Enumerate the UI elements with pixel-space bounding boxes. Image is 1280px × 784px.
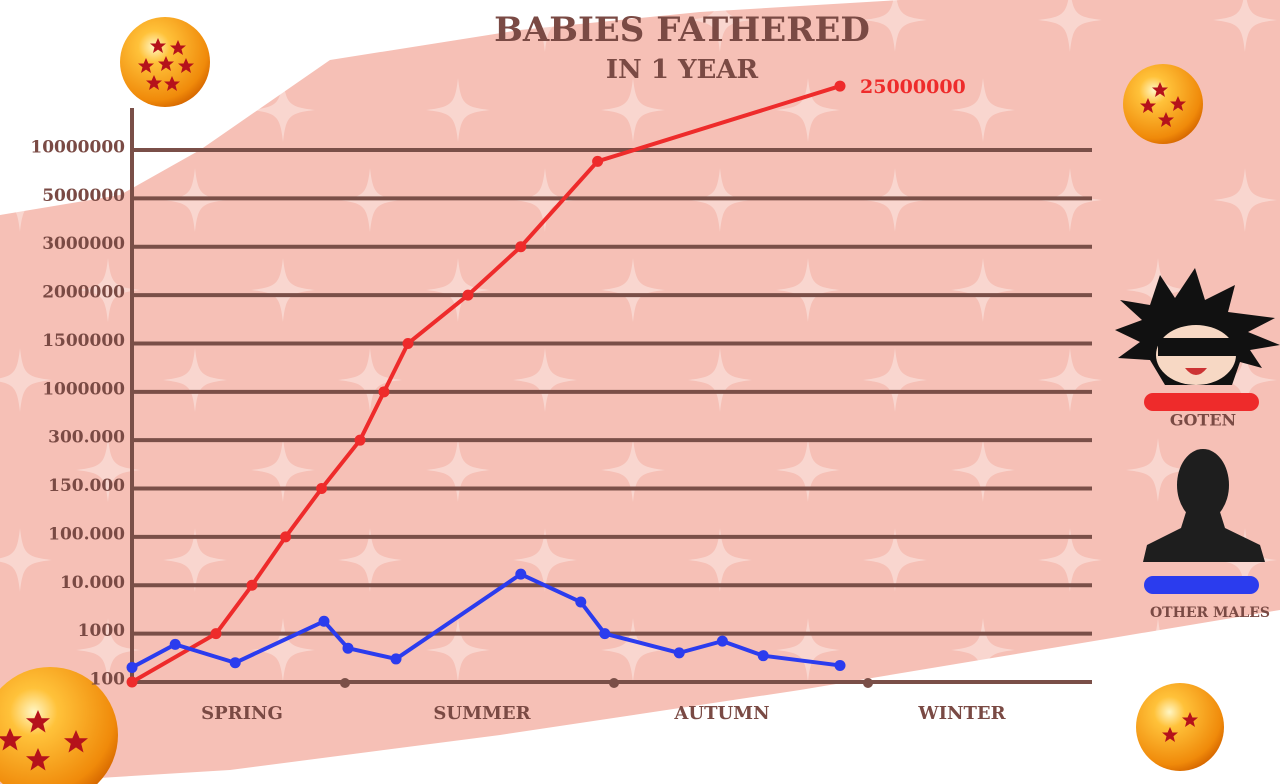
point <box>126 661 138 673</box>
dragon-ball <box>120 17 210 107</box>
data-label: 25000000 <box>860 76 966 98</box>
point <box>834 80 846 92</box>
point <box>673 647 685 659</box>
line <box>131 84 841 684</box>
goten-icon <box>1115 268 1280 385</box>
point <box>318 615 330 627</box>
point <box>834 659 846 671</box>
y-tick-label: 150.000 <box>48 476 125 496</box>
y-tick-label: 10.000 <box>60 573 125 593</box>
point <box>342 642 354 654</box>
y-tick-label: 10000000 <box>30 138 125 158</box>
x-tick-label: SUMMER <box>433 703 531 724</box>
point <box>169 638 181 650</box>
point <box>515 568 527 580</box>
y-tick-label: 1000000 <box>42 379 125 399</box>
point <box>126 676 138 688</box>
dragon-ball <box>1136 683 1224 771</box>
x-tick-label: AUTUMN <box>673 703 769 724</box>
point <box>599 628 611 640</box>
point <box>210 628 222 640</box>
point <box>316 483 328 495</box>
x-tick-label: WINTER <box>917 703 1006 724</box>
y-tick-label: 1000 <box>78 621 125 641</box>
y-tick-label: 2000000 <box>42 283 125 303</box>
y-tick-label: 300.000 <box>48 428 125 448</box>
point <box>575 596 587 608</box>
point <box>246 579 258 591</box>
man-icon <box>1143 449 1265 562</box>
y-tick-label: 5000000 <box>42 186 125 206</box>
chart-subtitle: IN 1 YEAR <box>606 55 759 85</box>
point <box>378 386 390 398</box>
y-tick-label: 1500000 <box>42 331 125 351</box>
point <box>515 241 527 253</box>
y-tick-label: 100 <box>90 670 126 690</box>
point <box>229 657 241 669</box>
y-tick-label: 3000000 <box>42 234 125 254</box>
dragon-ball <box>1123 64 1203 144</box>
chart-title: BABIES FATHERED <box>494 10 870 50</box>
dragon-ball <box>0 667 118 784</box>
point <box>716 635 728 647</box>
point <box>592 155 604 167</box>
legend-label: GOTEN <box>1170 411 1236 430</box>
point <box>280 531 292 543</box>
y-tick-label: 100.000 <box>48 524 125 544</box>
x-tick-label: SPRING <box>201 703 283 724</box>
point <box>462 289 474 301</box>
point <box>354 434 366 446</box>
point <box>402 337 414 349</box>
legend: GOTEN OTHER MALES <box>1144 393 1270 621</box>
point <box>390 653 402 665</box>
legend-label: OTHER MALES <box>1150 605 1270 621</box>
point <box>757 650 769 662</box>
